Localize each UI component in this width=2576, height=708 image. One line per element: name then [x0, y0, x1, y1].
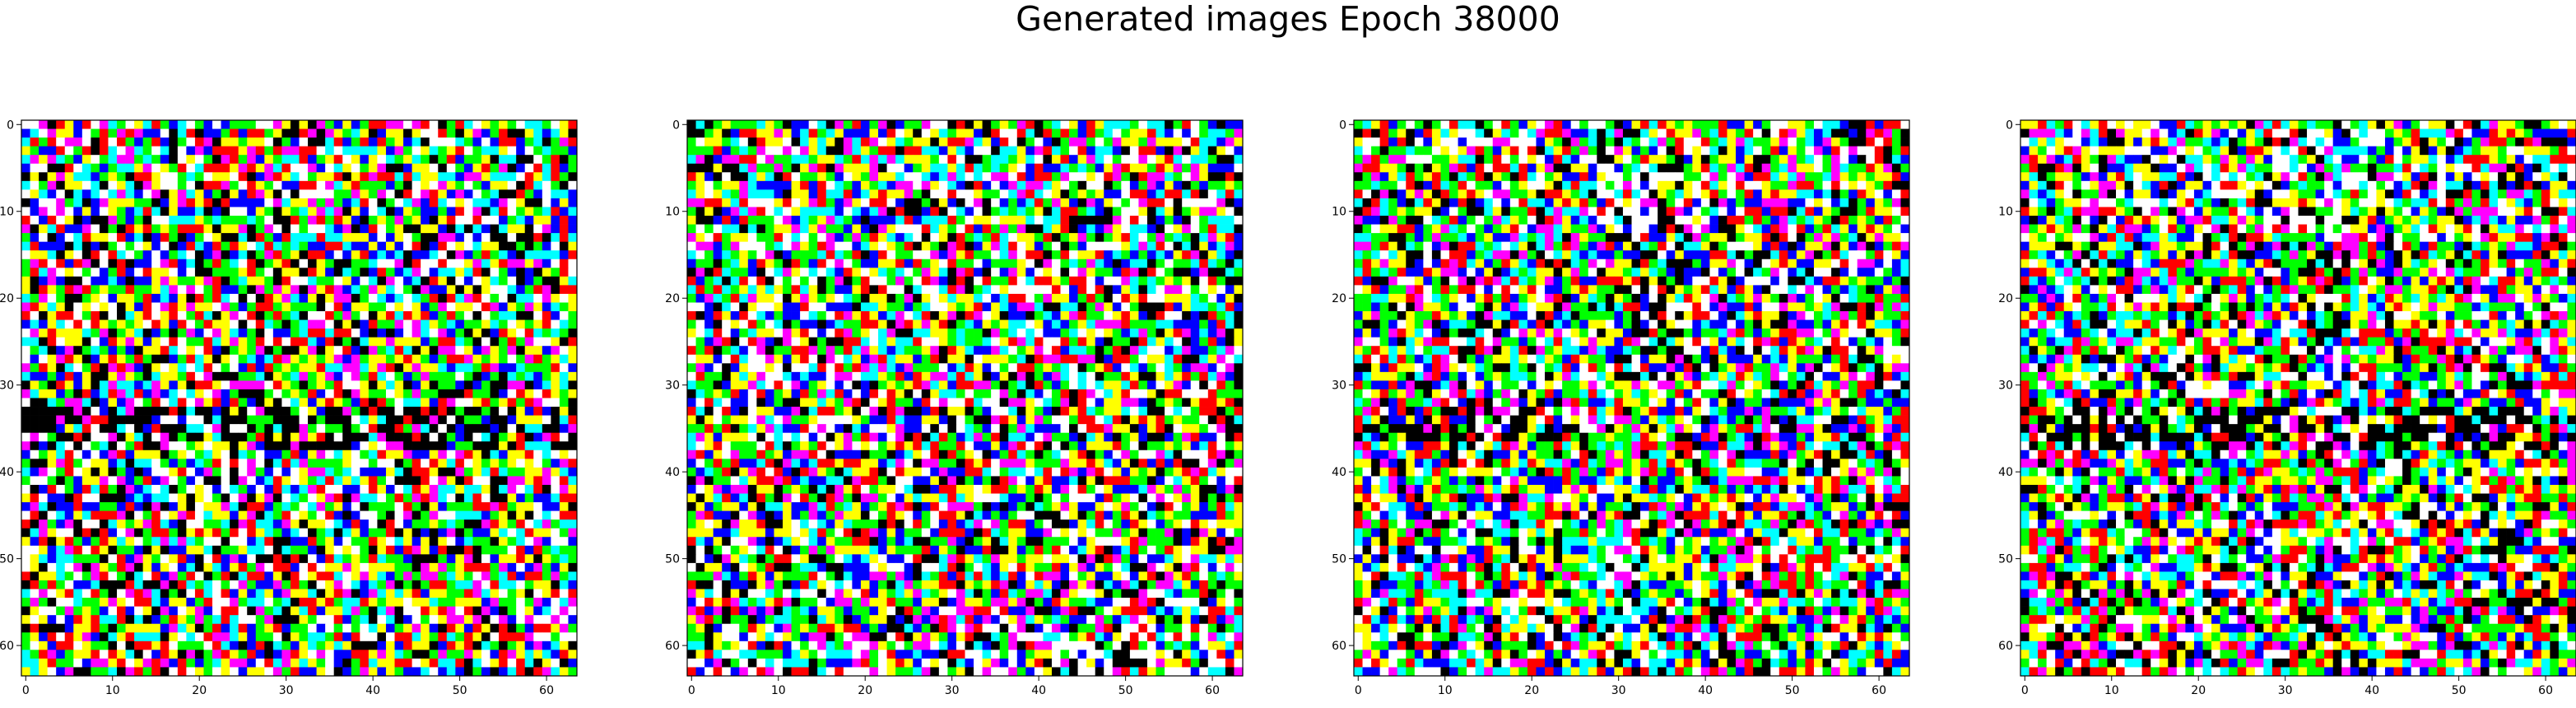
y-tick-label: 50 — [1332, 553, 1346, 566]
y-tick-label: 10 — [1332, 206, 1346, 219]
y-tick-label: 20 — [0, 292, 14, 305]
y-tick-label: 0 — [2006, 119, 2013, 132]
y-tick-label: 0 — [1339, 119, 1346, 132]
y-tick-label: 20 — [1332, 292, 1346, 305]
image-pixels — [687, 120, 1243, 676]
y-tick-label: 10 — [1998, 206, 2013, 219]
y-tick-label: 30 — [1332, 380, 1346, 393]
y-tick-label: 60 — [1332, 640, 1346, 653]
y-tick-label: 20 — [1998, 292, 2013, 305]
y-tick-label: 50 — [1998, 553, 2013, 566]
y-tick-label: 10 — [665, 206, 680, 219]
y-tick-label: 60 — [1998, 640, 2013, 653]
y-tick-label: 20 — [665, 292, 680, 305]
y-tick-label: 30 — [665, 380, 680, 393]
y-tick-label: 10 — [0, 206, 14, 219]
y-tick-label: 30 — [0, 380, 14, 393]
y-tick-label: 50 — [0, 553, 14, 566]
y-tick-label: 30 — [1998, 380, 2013, 393]
y-tick-label: 40 — [1998, 466, 2013, 479]
image-pixels — [1354, 120, 1909, 676]
image-pixels — [2020, 120, 2576, 676]
image-pixels — [21, 120, 577, 676]
y-tick-label: 0 — [7, 119, 14, 132]
y-tick-label: 40 — [665, 466, 680, 479]
y-tick-label: 60 — [665, 640, 680, 653]
y-tick-label: 40 — [0, 466, 14, 479]
y-tick-label: 50 — [665, 553, 680, 566]
y-tick-label: 0 — [672, 119, 680, 132]
y-tick-label: 40 — [1332, 466, 1346, 479]
y-tick-label: 60 — [0, 640, 14, 653]
